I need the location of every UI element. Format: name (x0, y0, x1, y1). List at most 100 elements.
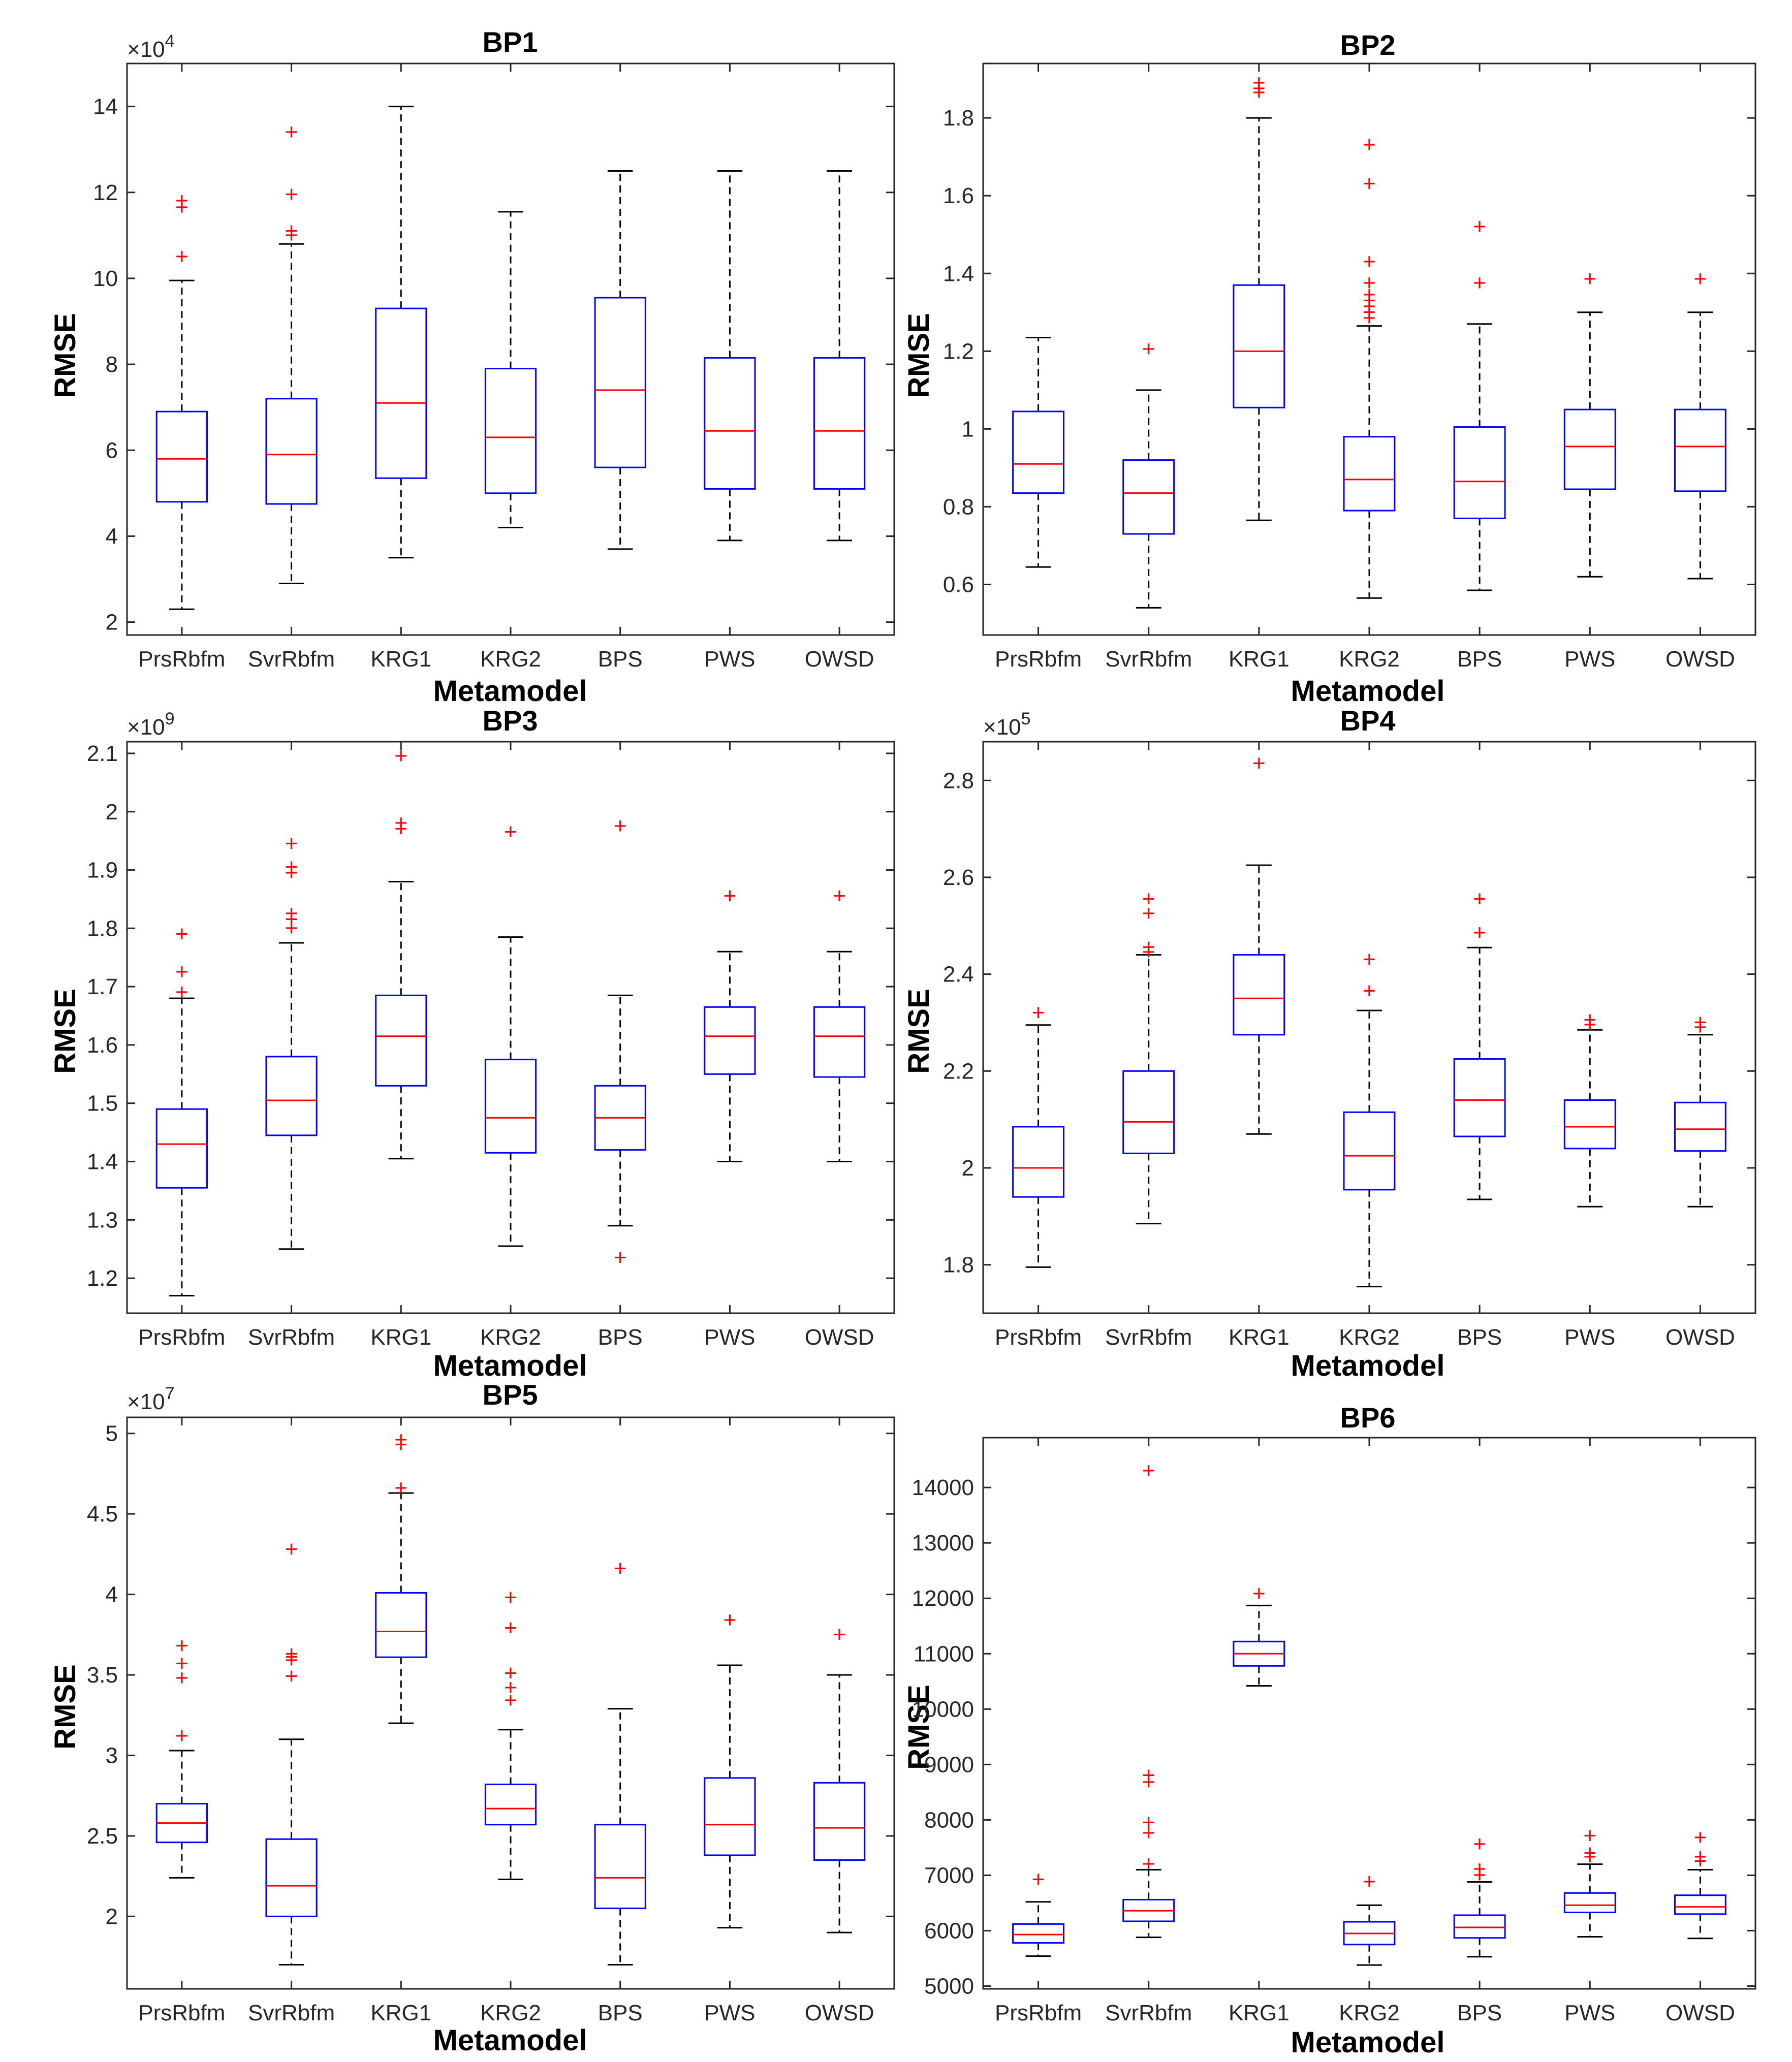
outlier-marker: + (1032, 1867, 1045, 1892)
exponent-base: ×10 (127, 37, 165, 62)
x-axis-label: Metamodel (433, 675, 587, 708)
iqr-box (375, 1592, 427, 1658)
outlier-marker: + (1694, 1825, 1707, 1850)
outlier-marker: + (614, 1556, 627, 1581)
y-tick-label: 0.8 (943, 494, 974, 519)
outlier-marker: + (724, 1607, 737, 1632)
y-axis-label: RMSE (902, 1685, 935, 1770)
x-tick-label: SvrRbfm (1105, 1325, 1192, 1350)
y-tick-label: 10000 (912, 1697, 974, 1722)
y-tick-label: 12 (93, 180, 118, 205)
y-tick-label: 1.8 (943, 106, 974, 131)
outlier-marker: + (1473, 1856, 1486, 1881)
x-tick-label: KRG2 (480, 1325, 541, 1350)
iqr-box (155, 410, 208, 503)
x-tick-label: KRG1 (370, 2001, 431, 2025)
y-tick-label: 1.4 (87, 1150, 118, 1175)
outlier-marker: + (1363, 282, 1376, 307)
x-axis-label: Metamodel (1291, 2026, 1445, 2059)
x-tick-label: OWSD (805, 1325, 874, 1350)
outlier-marker: + (1252, 751, 1266, 776)
outlier-marker: + (1363, 288, 1376, 313)
outlier-marker: + (285, 1644, 298, 1669)
outlier-marker: + (1142, 1763, 1155, 1788)
x-tick-label: PrsRbfm (138, 2001, 225, 2025)
x-tick-label: OWSD (1665, 647, 1735, 672)
x-tick-label: OWSD (805, 2001, 874, 2025)
y-tick-label: 1.7 (87, 974, 118, 999)
x-tick-label: KRG1 (370, 647, 431, 672)
iqr-box (375, 307, 427, 479)
panel-title: BP5 (483, 1379, 538, 1411)
iqr-box (1563, 408, 1616, 490)
y-tick-label: 8000 (924, 1807, 974, 1832)
iqr-box (1674, 1101, 1726, 1152)
outlier-marker: + (1583, 1012, 1596, 1037)
x-tick-label: PWS (1564, 1325, 1615, 1350)
x-tick-label: KRG2 (480, 2001, 541, 2025)
y-tick-label: 2 (106, 1904, 118, 1929)
outlier-marker: + (1473, 1862, 1486, 1887)
outlier-marker: + (285, 915, 298, 940)
iqr-box (265, 1056, 318, 1136)
outlier-marker: + (1363, 947, 1376, 972)
outlier-marker: + (1473, 886, 1486, 911)
panel-bp5: BP5 ×107 RMSE Metamodel 2 2.5 3 3.5 4 4.5 5 Prs… (49, 1379, 895, 2057)
y-tick-label: 4.5 (87, 1502, 118, 1527)
x-tick-label: BPS (598, 647, 643, 672)
outlier-marker: + (1363, 305, 1376, 330)
y-tick-label: 12000 (912, 1586, 974, 1611)
iqr-box (1122, 459, 1175, 535)
x-axis-label: Metamodel (433, 2024, 587, 2057)
y-tick-label: 4 (106, 524, 118, 549)
x-tick-label: SvrRbfm (1105, 2001, 1192, 2025)
iqr-box (704, 357, 756, 490)
outlier-marker: + (1252, 70, 1266, 95)
outlier-marker: + (285, 182, 298, 207)
iqr-box (1674, 1894, 1726, 1915)
x-tick-label: KRG2 (1339, 647, 1400, 672)
outlier-marker: + (1363, 300, 1376, 325)
outlier-marker: + (1142, 1852, 1155, 1877)
outlier-marker: + (1142, 1769, 1155, 1794)
iqr-box (265, 1838, 318, 1917)
outlier-marker: + (1142, 940, 1155, 965)
iqr-box (375, 994, 427, 1087)
outlier-marker: + (1694, 1849, 1707, 1874)
outlier-marker: + (1032, 1000, 1045, 1025)
x-tick-label: BPS (1457, 2001, 1502, 2025)
outlier-marker: + (175, 922, 188, 946)
x-tick-label: PWS (704, 2001, 755, 2025)
y-tick-label: 5 (106, 1421, 118, 1446)
outlier-marker: + (1252, 80, 1266, 105)
iqr-box (1343, 1111, 1396, 1191)
x-tick-label: SvrRbfm (1105, 647, 1192, 672)
outlier-marker: + (1142, 1810, 1155, 1835)
x-tick-label: BPS (1457, 1325, 1502, 1350)
iqr-box (1674, 408, 1726, 492)
outlier-marker: + (175, 1633, 188, 1658)
outlier-marker: + (1583, 1844, 1596, 1869)
outlier-marker: + (504, 1675, 517, 1700)
x-axis-label: Metamodel (433, 1349, 587, 1382)
outlier-marker: + (1142, 901, 1155, 926)
y-tick-label: 10 (93, 266, 118, 291)
y-tick-label: 2.1 (87, 741, 118, 766)
outlier-marker: + (504, 1615, 517, 1640)
outlier-marker: + (1363, 270, 1376, 295)
outlier-marker: + (1252, 76, 1266, 101)
iqr-box (1233, 954, 1285, 1036)
outlier-marker: + (394, 811, 407, 836)
iqr-box (484, 368, 537, 494)
outlier-marker: + (175, 1651, 188, 1676)
panel-title: BP3 (483, 705, 538, 737)
y-tick-label: 1.8 (943, 1253, 974, 1278)
outlier-marker: + (175, 959, 188, 984)
y-axis-label: RMSE (49, 313, 82, 398)
outlier-marker: + (1252, 1581, 1266, 1606)
outlier-marker: + (724, 883, 737, 908)
outlier-marker: + (1473, 921, 1486, 945)
outlier-marker: + (394, 1475, 407, 1500)
outlier-marker: + (1473, 214, 1486, 239)
